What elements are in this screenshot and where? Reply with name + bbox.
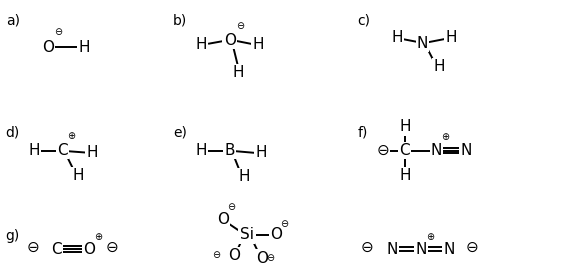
Text: N: N [431, 143, 442, 158]
Text: H: H [255, 145, 266, 160]
Text: H: H [252, 37, 264, 52]
Text: O: O [223, 33, 236, 48]
Text: g): g) [6, 229, 20, 243]
Text: H: H [232, 65, 244, 80]
Text: N: N [387, 242, 398, 257]
Text: C: C [400, 143, 410, 158]
Text: H: H [28, 143, 40, 158]
Text: ⊕: ⊕ [95, 232, 103, 242]
Text: ⊖: ⊖ [106, 239, 119, 254]
Text: ⊖: ⊖ [280, 219, 288, 229]
Text: C: C [52, 242, 62, 257]
Text: ⊖: ⊖ [54, 27, 62, 37]
Text: ⊖: ⊖ [361, 239, 374, 254]
Text: ⊖: ⊖ [27, 239, 39, 254]
Text: H: H [434, 59, 445, 74]
Text: ⊖: ⊖ [376, 143, 389, 158]
Text: O: O [42, 40, 54, 55]
Text: O: O [256, 251, 268, 266]
Text: ⊖: ⊖ [236, 21, 244, 31]
Text: N: N [417, 36, 428, 51]
Text: O: O [83, 242, 96, 257]
Text: a): a) [6, 14, 20, 28]
Text: e): e) [173, 126, 187, 140]
Text: d): d) [6, 126, 20, 140]
Text: N: N [415, 242, 426, 257]
Text: H: H [87, 145, 98, 160]
Text: ⊕: ⊕ [426, 232, 434, 242]
Text: B: B [225, 143, 235, 158]
Text: H: H [196, 143, 207, 158]
Text: f): f) [357, 126, 367, 140]
Text: H: H [399, 168, 411, 183]
Text: H: H [399, 119, 411, 134]
Text: ⊕: ⊕ [442, 132, 450, 142]
Text: O: O [217, 211, 229, 227]
Text: H: H [391, 30, 403, 45]
Text: N: N [443, 242, 455, 257]
Text: ⊖: ⊖ [212, 250, 220, 260]
Text: C: C [57, 143, 67, 158]
Text: H: H [73, 168, 84, 183]
Text: H: H [238, 169, 249, 184]
Text: H: H [445, 30, 456, 45]
Text: b): b) [173, 14, 187, 28]
Text: O: O [228, 248, 240, 263]
Text: N: N [460, 143, 472, 158]
Text: c): c) [357, 14, 370, 28]
Text: ⊖: ⊖ [266, 252, 274, 263]
Text: ⊕: ⊕ [67, 131, 75, 141]
Text: Si: Si [240, 227, 253, 242]
Text: H: H [78, 40, 90, 55]
Text: H: H [196, 37, 207, 52]
Text: ⊖: ⊖ [227, 202, 235, 212]
Text: O: O [270, 227, 282, 242]
Text: ⊖: ⊖ [466, 239, 479, 254]
